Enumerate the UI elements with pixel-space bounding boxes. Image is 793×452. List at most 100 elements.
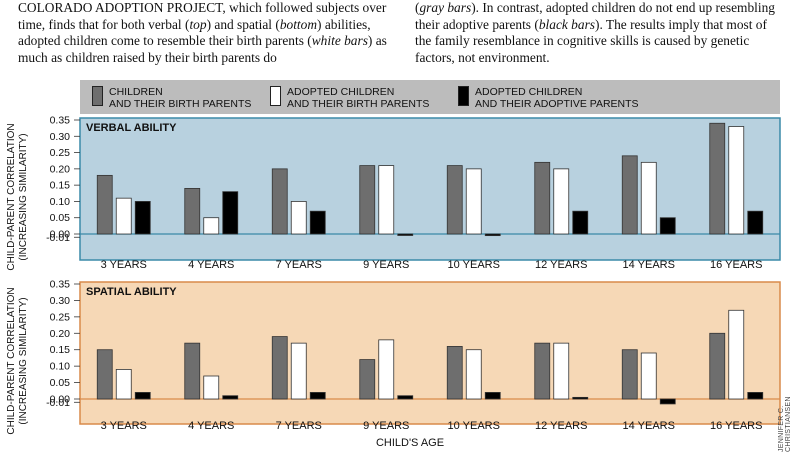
- legend: CHILDREN AND THEIR BIRTH PARENTS ADOPTED…: [80, 80, 780, 114]
- legend-item-birth-children: CHILDREN AND THEIR BIRTH PARENTS: [92, 86, 251, 110]
- bar: [96, 349, 113, 400]
- y-tick-label: 0.20: [50, 163, 71, 175]
- y-tick-label: -0.01: [46, 232, 70, 244]
- bar: [115, 369, 132, 400]
- bar: [96, 174, 113, 235]
- bar: [465, 349, 482, 400]
- y-tick-label: 0.15: [50, 180, 71, 192]
- bar: [534, 342, 551, 400]
- x-tick-label: 14 YEARS: [623, 259, 675, 271]
- x-tick-label: 3 YEARS: [101, 259, 147, 271]
- bar: [184, 187, 201, 235]
- y-tick-label: 0.15: [50, 344, 71, 356]
- x-tick-label: 9 YEARS: [363, 259, 409, 271]
- y-tick-label: 0.10: [50, 361, 71, 373]
- bar: [309, 392, 326, 400]
- caption-emphasis: bottom: [279, 16, 318, 32]
- bar: [640, 161, 657, 235]
- bar: [553, 168, 570, 235]
- bar: [709, 122, 726, 235]
- y-axis-label: (INCREASING SIMILARITY): [18, 297, 29, 424]
- x-tick-label: 7 YEARS: [276, 420, 322, 432]
- bar: [659, 217, 676, 235]
- y-axis-label: CHILD-PARENT CORRELATION: [6, 287, 17, 434]
- caption-emphasis: white bars: [311, 33, 368, 48]
- bar: [271, 336, 288, 400]
- bar: [640, 352, 657, 400]
- chart-title: VERBAL ABILITY: [86, 122, 177, 134]
- bar: [359, 165, 376, 235]
- bar: [572, 210, 589, 235]
- bar: [203, 217, 220, 235]
- y-tick-label: 0.35: [50, 279, 71, 291]
- x-tick-label: 4 YEARS: [188, 259, 234, 271]
- caption-emphasis: gray bars: [419, 0, 472, 15]
- bar: [290, 201, 307, 235]
- x-axis-label: CHILD'S AGE: [376, 437, 444, 449]
- x-tick-label: 4 YEARS: [188, 420, 234, 432]
- bar: [659, 398, 676, 405]
- y-tick-label: -0.01: [46, 397, 70, 409]
- caption-text: ) as much as children raised by their bi…: [18, 33, 387, 65]
- legend-swatch-gray: [92, 86, 103, 106]
- y-tick-label: 0.00: [50, 394, 71, 406]
- bar: [728, 126, 745, 235]
- bar: [534, 161, 551, 235]
- credit-text: JENNIFER C. CHRISTIANSEN: [778, 396, 792, 452]
- legend-item-adopted-adoptive: ADOPTED CHILDREN AND THEIR ADOPTIVE PARE…: [458, 86, 639, 110]
- x-tick-label: 12 YEARS: [535, 420, 587, 432]
- y-tick-label: 0.05: [50, 377, 71, 389]
- bar: [222, 191, 239, 235]
- caption-text: (: [415, 0, 420, 15]
- legend-label: CHILDREN AND THEIR BIRTH PARENTS: [109, 86, 252, 110]
- x-tick-label: 7 YEARS: [276, 259, 322, 271]
- y-tick-label: 0.30: [50, 131, 71, 143]
- legend-item-adopted-birth: ADOPTED CHILDREN AND THEIR BIRTH PARENTS: [270, 86, 429, 110]
- bar: [184, 342, 201, 400]
- legend-label: ADOPTED CHILDREN AND THEIR BIRTH PARENTS: [287, 86, 430, 110]
- x-tick-label: 14 YEARS: [623, 420, 675, 432]
- x-tick-label: 12 YEARS: [535, 259, 587, 271]
- y-tick-label: 0.10: [50, 196, 71, 208]
- bar: [747, 210, 764, 235]
- bar: [728, 309, 745, 400]
- bar: [553, 342, 570, 400]
- bar: [378, 339, 395, 400]
- caption-right: (gray bars). In contrast, adopted childr…: [415, 0, 780, 66]
- caption-text: ) and spatial (: [206, 16, 280, 32]
- legend-swatch-black: [458, 86, 469, 106]
- caption-emphasis: top: [189, 16, 207, 32]
- caption-emphasis: black bars: [538, 16, 595, 32]
- caption-text: ). The results imply that most of the fa…: [415, 16, 767, 65]
- y-tick-label: 0.25: [50, 311, 71, 323]
- bar: [621, 349, 638, 400]
- x-tick-label: 10 YEARS: [448, 259, 500, 271]
- bar: [134, 201, 151, 235]
- caption-text: ). In contrast, adopted children do not …: [415, 0, 776, 32]
- bar: [446, 346, 463, 400]
- bar: [397, 233, 414, 236]
- bar: [709, 332, 726, 400]
- bar: [465, 168, 482, 235]
- bar: [359, 359, 376, 400]
- caption-left: COLORADO ADOPTION PROJECT, which followe…: [18, 0, 390, 66]
- legend-label: ADOPTED CHILDREN AND THEIR ADOPTIVE PARE…: [475, 86, 639, 110]
- bar: [309, 210, 326, 235]
- bar: [290, 342, 307, 400]
- bar: [484, 392, 501, 400]
- bar: [446, 165, 463, 235]
- x-tick-label: 9 YEARS: [363, 420, 409, 432]
- y-tick-label: 0.25: [50, 147, 71, 159]
- bar: [572, 396, 589, 400]
- x-tick-label: 16 YEARS: [710, 420, 762, 432]
- caption-text: ) abilities, adopted children come to re…: [18, 16, 371, 49]
- bar: [747, 392, 764, 400]
- y-tick-label: 0.00: [50, 229, 71, 241]
- bar: [378, 165, 395, 235]
- x-tick-label: 10 YEARS: [448, 420, 500, 432]
- bar: [271, 168, 288, 235]
- y-axis-label: (INCREASING SIMILARITY): [18, 133, 29, 260]
- legend-swatch-white: [270, 86, 281, 106]
- bar: [222, 395, 239, 400]
